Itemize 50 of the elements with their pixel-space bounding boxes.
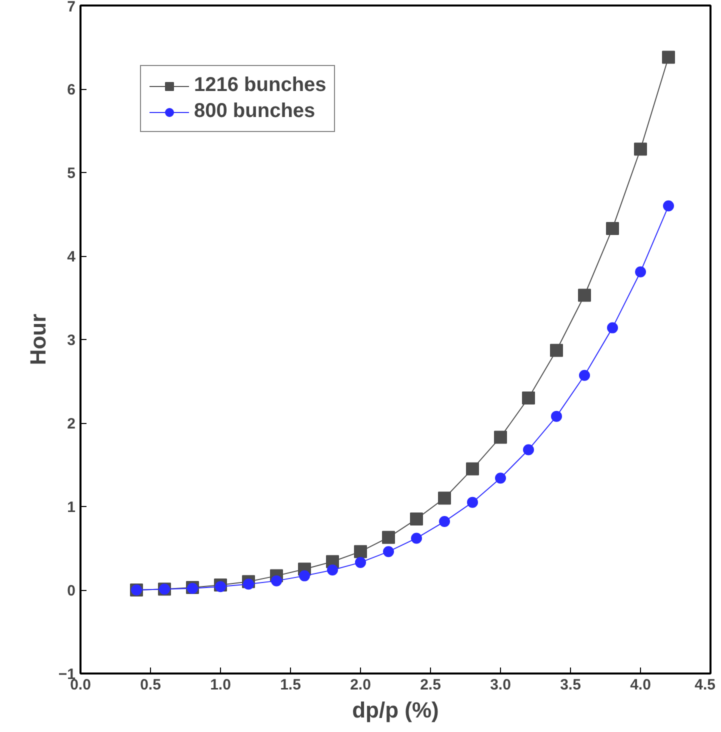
point [634, 142, 647, 156]
point [606, 222, 619, 235]
y-tick-label: 5 [67, 165, 76, 182]
y-tick-label: 4 [67, 248, 76, 266]
point [467, 496, 478, 508]
point [382, 530, 395, 544]
point [327, 564, 338, 576]
y-tick-label: 3 [67, 332, 76, 349]
point [551, 410, 562, 422]
y-tick-label: 1 [67, 499, 76, 516]
point [354, 545, 367, 558]
x-tick-label: 4.0 [630, 676, 651, 694]
point [522, 391, 535, 404]
y-tick-label: 2 [67, 416, 76, 432]
x-tick-label: 1.0 [210, 676, 231, 694]
point [578, 288, 591, 302]
point [243, 578, 254, 590]
y-axis-title: Hour [25, 313, 50, 366]
x-tick-label: 3.5 [560, 676, 581, 694]
x-tick-label: 3.0 [490, 676, 511, 694]
point [579, 370, 590, 381]
point [355, 556, 366, 568]
x-tick-label: 4.5 [694, 676, 716, 694]
point [215, 581, 226, 592]
point [635, 266, 646, 278]
point [410, 512, 423, 526]
point [466, 462, 479, 476]
point [523, 444, 534, 456]
point [439, 516, 450, 528]
x-axis-title: dp/p (%) [352, 698, 439, 722]
point [494, 430, 507, 444]
point [411, 532, 422, 544]
y-tick-label: 6 [67, 82, 76, 98]
point [663, 200, 674, 212]
point [495, 472, 506, 484]
legend-label: 1216 bunches [194, 74, 326, 97]
point [299, 570, 310, 582]
point [383, 546, 394, 558]
x-tick-label: 2.0 [350, 676, 371, 694]
y-tick-label: 0 [67, 582, 76, 600]
x-tick-label: 0.5 [140, 676, 161, 694]
legend-label: 800 bunches [194, 100, 316, 123]
point [662, 50, 675, 64]
point [271, 575, 282, 586]
x-tick-label: 1.5 [280, 676, 301, 694]
x-tick-label: 2.5 [420, 676, 441, 694]
y-tick-label: 7 [67, 0, 76, 16]
point [438, 492, 451, 505]
point [607, 322, 618, 334]
point [550, 344, 563, 357]
